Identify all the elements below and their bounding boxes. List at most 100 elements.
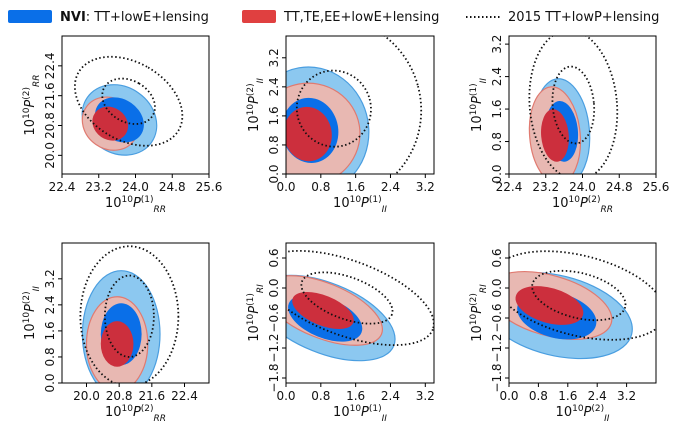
yl-sym: P	[247, 96, 262, 104]
p2015-1sigma-contour	[295, 69, 372, 148]
yl-sub: RI	[479, 284, 489, 293]
legend-label-nvi-bold: NVI	[60, 10, 86, 25]
yl-sym: P	[470, 306, 485, 314]
y-tick-label: 3.2	[43, 269, 57, 288]
y-tick-label: 0.6	[490, 248, 504, 267]
p2015-1sigma-contour	[551, 65, 596, 145]
panel-6: 0.0 0.8 1.6 2.4 3.2−1.8−1.2−0.60.00.6 1010P(…	[469, 242, 657, 424]
xl-main: 10	[105, 196, 122, 211]
y-tick-label: 0.0	[43, 373, 57, 392]
x-tick-label: 25.6	[196, 180, 223, 194]
xl-sym: P	[133, 405, 141, 420]
axes-frame	[285, 242, 435, 384]
p2015-1sigma-contour	[531, 269, 627, 322]
y-tick-label: 22.4	[43, 52, 57, 79]
p2015-1sigma-contour	[101, 77, 156, 125]
p2015-2sigma-contour	[73, 55, 184, 147]
xl-idx: (2)	[588, 195, 601, 205]
y-tick-label: 20.0	[43, 142, 57, 169]
x-tick-label: 2.4	[588, 389, 607, 403]
xl-main: 10	[333, 405, 350, 420]
y-tick-label: −1.8	[267, 363, 281, 392]
x-tick-label: 0.8	[311, 180, 330, 194]
yl-main: 10	[247, 115, 262, 132]
y-tick-label: 0.6	[267, 248, 281, 267]
x-ticks: 20.0 20.8 21.6 22.4	[73, 383, 198, 403]
xl-sub: II	[382, 205, 388, 215]
y-tick-label: 3.2	[267, 48, 281, 67]
xl-sym: P	[133, 196, 141, 211]
x-tick-label: 24.8	[159, 180, 186, 194]
p2015-2sigma-contour	[528, 36, 619, 174]
yl-idx: (1)	[469, 83, 479, 96]
y-tick-label: 0.0	[267, 278, 281, 297]
x-tick-label: 1.6	[346, 180, 365, 194]
yl-sup: 10	[246, 313, 256, 325]
yl-sym: P	[470, 96, 485, 104]
x-tick-label: 22.4	[49, 180, 76, 194]
xl-idx: (2)	[141, 404, 154, 414]
x-axis-label: 1010P(2)II	[556, 404, 610, 424]
xl-sub: RR	[154, 414, 167, 424]
xl-sub: II	[382, 414, 388, 424]
contours-3	[528, 36, 619, 174]
x-tick-label: 23.2	[85, 180, 112, 194]
x-axis-label: 1010P(1)RR	[105, 195, 166, 215]
axes-frame	[285, 35, 435, 175]
contours-2	[286, 36, 423, 174]
x-ticks: 22.4 23.2 24.0 24.8 25.6	[49, 174, 223, 194]
axes-frame	[508, 242, 657, 384]
x-axis-label: 1010P(1)II	[333, 404, 387, 424]
panel-5: 0.0 0.8 1.6 2.4 3.2−1.8−1.2−0.60.00.6 1010P(…	[246, 242, 435, 424]
contours-5	[286, 249, 434, 362]
x-tick-label: 24.8	[606, 180, 633, 194]
panel-2: 0.0 0.8 1.6 2.4 3.20.00.81.62.43.2 1010P(1)I…	[246, 35, 435, 215]
x-tick-label: 3.2	[416, 180, 435, 194]
xl-sub: RR	[154, 205, 167, 215]
yl-sym: P	[247, 306, 262, 314]
xl-sup: 10	[350, 195, 362, 205]
p2015-2sigma-contour	[509, 250, 656, 341]
x-tick-label: 0.8	[311, 389, 330, 403]
yl-sub: II	[32, 286, 42, 292]
xl-sym: P	[361, 405, 369, 420]
x-tick-label: 22.4	[171, 389, 198, 403]
yl-sym: P	[23, 100, 38, 108]
xl-main: 10	[105, 405, 122, 420]
y-tick-label: 21.6	[43, 82, 57, 109]
yl-sub: II	[256, 78, 266, 84]
y-tick-label: −1.2	[267, 333, 281, 362]
x-ticks: 0.0 0.8 1.6 2.4 3.2	[276, 174, 435, 194]
red-1sigma-region	[100, 321, 134, 367]
legend-label-nvi: NVI: TT+lowE+lensing	[60, 10, 209, 25]
xl-sup: 10	[568, 195, 580, 205]
x-tick-label: 0.0	[499, 389, 518, 403]
x-tick-label: 20.0	[73, 389, 100, 403]
yl-main: 10	[470, 115, 485, 132]
legend-swatch-nvi	[8, 10, 52, 23]
yl-main: 10	[247, 325, 262, 342]
yl-sup: 10	[22, 107, 32, 119]
y-tick-label: 0.8	[490, 132, 504, 151]
x-ticks: 0.0 0.8 1.6 2.4 3.2	[276, 383, 435, 403]
p2015-1sigma-contour	[300, 271, 394, 325]
xl-idx: (1)	[369, 404, 382, 414]
y-tick-label: 2.4	[267, 77, 281, 96]
x-axis-label: 1010P(1)II	[333, 195, 387, 215]
xl-sub: RR	[601, 205, 614, 215]
red-1sigma-region	[286, 106, 332, 162]
xl-sym: P	[361, 196, 369, 211]
contours-4	[79, 245, 180, 383]
y-tick-label: 0.0	[267, 164, 281, 183]
red-1sigma-region	[541, 109, 569, 162]
y-tick-label: 0.8	[43, 347, 57, 366]
yl-idx: (1)	[246, 293, 256, 306]
y-ticks: 0.0 0.8 1.6 2.4 3.2	[490, 35, 509, 184]
red-1sigma-region	[292, 291, 354, 330]
yl-main: 10	[23, 323, 38, 340]
yl-sup: 10	[469, 313, 479, 325]
yl-sup: 10	[246, 104, 256, 116]
yl-main: 10	[470, 325, 485, 342]
x-tick-label: 3.2	[416, 389, 435, 403]
y-axis-label: 1010P(2)RI	[469, 284, 489, 342]
